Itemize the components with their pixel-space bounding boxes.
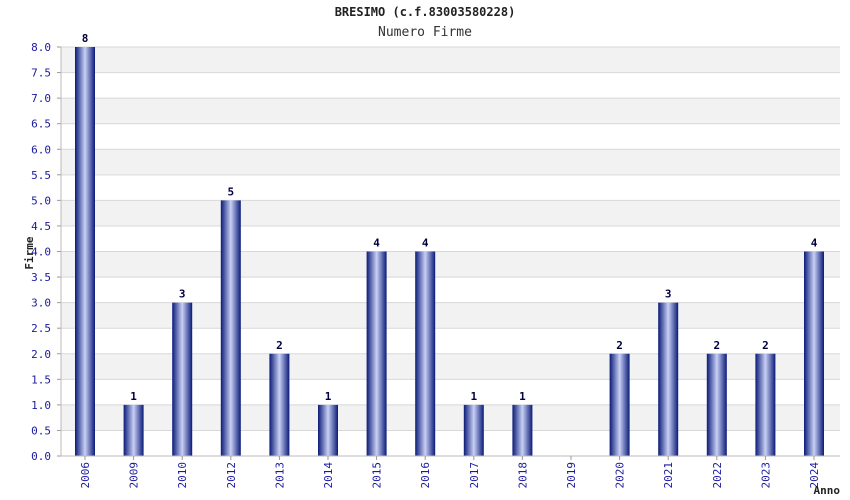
y-tick-label: 0.0 xyxy=(31,450,51,463)
y-tick-label: 6.0 xyxy=(31,143,51,156)
bar xyxy=(75,47,95,456)
x-tick-label: 2018 xyxy=(516,462,529,489)
axes xyxy=(57,46,840,460)
bar-value-label: 2 xyxy=(276,339,283,352)
bar-value-label: 1 xyxy=(519,390,526,403)
bar-value-label: 5 xyxy=(227,185,234,198)
y-tick-label: 3.0 xyxy=(31,297,51,310)
y-tick-label: 5.5 xyxy=(31,169,51,182)
x-tick-label: 2024 xyxy=(808,462,821,489)
plot-band xyxy=(61,200,840,226)
y-axis-label: Firme xyxy=(23,236,36,269)
plot-band xyxy=(61,149,840,175)
x-tick-label: 2021 xyxy=(662,462,675,489)
y-tick-label: 5.0 xyxy=(31,194,51,207)
bar-value-label: 1 xyxy=(470,390,477,403)
x-tick-label: 2020 xyxy=(614,462,627,489)
bar xyxy=(512,404,533,456)
y-tick-label: 0.5 xyxy=(31,424,51,437)
y-tick-label: 2.0 xyxy=(31,348,51,361)
plot-bands xyxy=(61,47,840,431)
bar-value-label: 1 xyxy=(325,390,332,403)
bar xyxy=(415,251,436,456)
bar-value-label: 3 xyxy=(665,288,672,301)
plot-band xyxy=(61,251,840,278)
bar-value-label: 4 xyxy=(422,237,429,250)
bar xyxy=(463,404,484,456)
y-tick-label: 3.5 xyxy=(31,271,51,284)
x-tick-label: 2009 xyxy=(128,462,141,489)
bar-value-label: 2 xyxy=(616,339,623,352)
x-tick-label: 2016 xyxy=(419,462,432,489)
chart-title: BRESIMO (c.f.83003580228) xyxy=(334,5,516,19)
x-tick-label: 2023 xyxy=(759,462,772,489)
x-tick-label: 2017 xyxy=(468,462,481,489)
x-tick-label: 2014 xyxy=(322,462,335,489)
bar xyxy=(658,302,679,456)
x-tick-label: 2013 xyxy=(273,462,286,489)
bar xyxy=(755,353,776,456)
bar xyxy=(172,302,193,456)
bar xyxy=(269,353,290,456)
bar xyxy=(609,353,630,456)
plot-band xyxy=(61,47,840,73)
labels: 0.0 0.5 1.0 1.5 2.0 2.5 3.0 3.5 4.0 4.5 5.0 5.5 6.0 6… xyxy=(31,32,821,489)
bar-value-label: 3 xyxy=(179,288,186,301)
y-tick-label: 1.5 xyxy=(31,373,51,386)
bar xyxy=(804,251,824,456)
bar xyxy=(220,200,241,456)
bar-value-label: 4 xyxy=(373,237,380,250)
y-tick-label: 1.0 xyxy=(31,399,51,412)
bar-value-label: 1 xyxy=(130,390,137,403)
x-axis-label: Anno xyxy=(814,484,841,497)
bar xyxy=(366,251,387,456)
plot-band xyxy=(61,98,840,124)
x-tick-label: 2015 xyxy=(371,462,384,489)
y-tick-label: 6.5 xyxy=(31,118,51,131)
bar xyxy=(123,404,144,456)
bar-value-label: 8 xyxy=(82,32,89,45)
y-tick-label: 7.0 xyxy=(31,92,51,105)
x-tick-label: 2010 xyxy=(176,462,189,489)
bar xyxy=(706,353,727,456)
chart-subtitle: Numero Firme xyxy=(378,25,472,40)
x-tick-label: 2019 xyxy=(565,462,578,489)
y-tick-label: 4.5 xyxy=(31,220,51,233)
y-tick-label: 2.5 xyxy=(31,322,51,335)
y-tick-label: 4.0 xyxy=(31,246,51,259)
y-tick-label: 8.0 xyxy=(31,41,51,54)
bar-value-label: 4 xyxy=(811,237,818,250)
x-tick-label: 2022 xyxy=(711,462,724,489)
bar-value-label: 2 xyxy=(713,339,720,352)
bars xyxy=(75,47,824,456)
x-tick-label: 2006 xyxy=(79,462,92,489)
bar-value-label: 2 xyxy=(762,339,769,352)
bar xyxy=(318,404,338,456)
y-tick-label: 7.5 xyxy=(31,67,51,80)
x-tick-label: 2012 xyxy=(225,462,238,489)
